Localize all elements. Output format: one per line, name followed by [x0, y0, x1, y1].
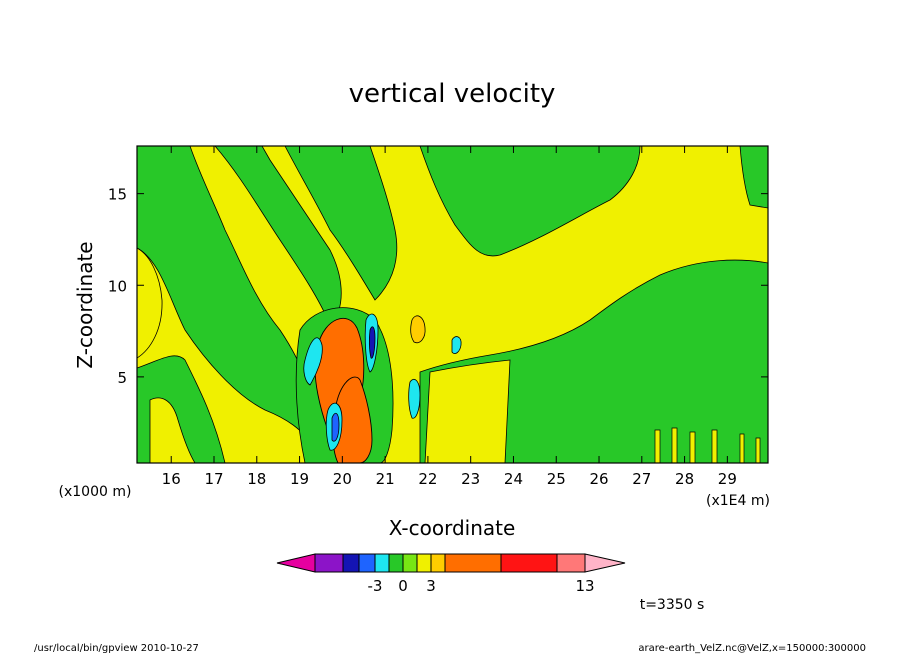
y-tick-label: 15 — [108, 186, 127, 204]
blue-column — [368, 326, 376, 359]
colorbar-swatch — [402, 553, 418, 573]
x-tick-label: 18 — [247, 470, 266, 488]
colorbar-label: 3 — [426, 577, 436, 595]
green-band-top-right — [284, 146, 398, 301]
cyan-left — [303, 337, 323, 386]
colorbar-swatch — [430, 553, 446, 573]
chart-title: vertical velocity — [349, 79, 556, 109]
colorbar-swatch — [416, 553, 432, 573]
colorbar-label: -3 — [368, 577, 383, 595]
cyan-small — [451, 336, 462, 354]
x-tick-label: 24 — [504, 470, 523, 488]
colorbar-label: 13 — [575, 577, 594, 595]
x-tick-label: 25 — [547, 470, 566, 488]
green-band-upper-right — [419, 146, 641, 257]
x-tick-label: 22 — [418, 470, 437, 488]
x-tick-label: 23 — [461, 470, 480, 488]
yellow-strip-d — [711, 429, 718, 463]
x-tick-label: 19 — [290, 470, 309, 488]
colorbar-arrow-right — [584, 553, 626, 573]
x-tick-label: 16 — [162, 470, 181, 488]
yellow-left-edge — [137, 247, 163, 359]
yellow-blob-a — [410, 315, 426, 344]
y-tick-label: 10 — [108, 277, 127, 295]
y-unit-label: (x1000 m) — [59, 484, 132, 500]
plot-frame — [136, 145, 769, 464]
cyan-right-low — [408, 378, 421, 419]
colorbar-arrow-left — [276, 553, 316, 573]
footer-right: arare-earth_VelZ.nc@VelZ,x=150000:300000 — [638, 643, 866, 654]
colorbar-swatch — [342, 553, 360, 573]
x-tick-label: 28 — [675, 470, 694, 488]
y-axis: 5 10 15 — [108, 186, 768, 387]
x-tick-label: 17 — [204, 470, 223, 488]
x-tick-label: 21 — [376, 470, 395, 488]
y-tick-label: 5 — [117, 369, 127, 387]
orange-lower — [332, 376, 373, 463]
colorbar-swatch — [388, 553, 404, 573]
y-axis-title: Z-coordinate — [73, 241, 97, 368]
yellow-strip-f — [755, 437, 761, 463]
colorbar-swatch — [444, 553, 502, 573]
x-axis: 16 17 18 19 20 21 22 23 24 25 26 27 28 29 — [162, 146, 737, 488]
yellow-region-mid-right — [424, 359, 511, 463]
colorbar-swatch — [374, 553, 390, 573]
yellow-strip-e — [739, 433, 745, 463]
x-tick-label: 20 — [333, 470, 352, 488]
green-right-edge-top — [739, 146, 768, 209]
colorbar-swatch — [500, 553, 558, 573]
blue-low — [331, 412, 340, 442]
colorbar-swatch — [358, 553, 376, 573]
footer-left: /usr/local/bin/gpview 2010-10-27 — [34, 643, 199, 654]
yellow-lower-left — [149, 397, 196, 463]
x-axis-title: X-coordinate — [389, 516, 516, 540]
yellow-strip-b — [671, 427, 678, 463]
x-tick-label: 26 — [589, 470, 608, 488]
x-tick-label: 27 — [632, 470, 651, 488]
colorbar-swatch — [314, 553, 344, 573]
yellow-strip-a — [654, 429, 661, 463]
yellow-strip-c — [689, 431, 696, 463]
colorbar: -3 0 3 13 — [276, 553, 626, 595]
colorbar-label: 0 — [398, 577, 408, 595]
x-tick-label: 29 — [718, 470, 737, 488]
time-label: t=3350 s — [640, 597, 705, 613]
colorbar-swatch — [556, 553, 586, 573]
plot-field — [137, 146, 768, 463]
x-unit-label: (x1E4 m) — [706, 493, 770, 509]
